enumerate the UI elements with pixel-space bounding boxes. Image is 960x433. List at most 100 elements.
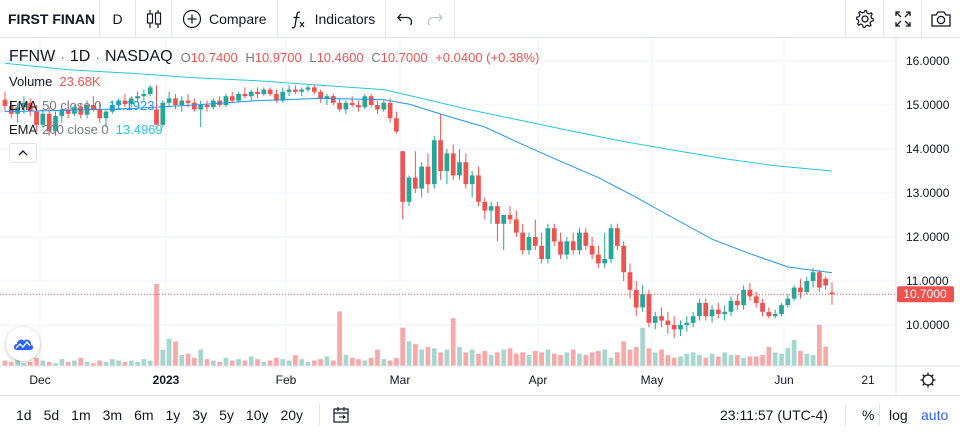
interval-button[interactable]: D: [100, 0, 136, 38]
volume-bar: [602, 349, 608, 366]
volume-bar: [621, 341, 627, 366]
low-value: 10.4600: [316, 49, 364, 65]
range-6m[interactable]: 6m: [134, 406, 154, 423]
close-value: 10.7000: [380, 49, 428, 65]
candle-body: [709, 309, 715, 317]
candle-body: [305, 87, 311, 90]
candle-body: [431, 140, 437, 185]
screenshot-button[interactable]: [921, 0, 959, 38]
range-1y[interactable]: 1y: [165, 406, 181, 423]
bottom-toolbar: 1d 5d 1m 3m 6m 1y 3y 5y 10y 20y 23:11:57 (UTC-4) …: [0, 395, 960, 433]
chart-type-button[interactable]: [136, 0, 172, 38]
volume-bar: [72, 360, 77, 366]
volume-bar: [255, 359, 260, 366]
volume-bar: [659, 349, 664, 366]
volume-bar: [747, 356, 753, 366]
volume-label: Volume: [9, 73, 53, 89]
axis-settings-button[interactable]: [920, 372, 936, 388]
symbol-search[interactable]: FIRST FINAN: [0, 0, 100, 38]
volume-bar: [501, 349, 507, 366]
ema200-legend-row[interactable]: EMA 200 close 0 13.4969: [9, 117, 539, 141]
top-toolbar: FIRST FINAN D Compare Indicators: [0, 0, 960, 38]
volume-bar: [109, 359, 115, 366]
candle-body: [147, 87, 153, 94]
volume-bar: [362, 360, 368, 366]
fullscreen-button[interactable]: [883, 0, 921, 38]
ema50-legend-row[interactable]: EMA 50 close 0 11.1923: [9, 93, 539, 117]
candle-body: [356, 105, 361, 108]
compare-button[interactable]: Compare: [172, 0, 278, 38]
range-3m[interactable]: 3m: [102, 406, 123, 423]
candle-body: [703, 303, 709, 317]
undo-button[interactable]: [386, 0, 420, 38]
clock[interactable]: 23:11:57 (UTC-4): [720, 407, 828, 423]
price-axis[interactable]: 16.0000 15.0000 14.0000 13.0000 12.0000 11.00…: [895, 38, 950, 395]
collapse-legend-button[interactable]: [9, 143, 37, 163]
candle-body: [116, 100, 122, 105]
volume-bar: [324, 356, 330, 366]
y-tick-label: 10.0000: [906, 318, 950, 332]
time-axis[interactable]: Dec 2023 Feb Mar Apr May Jun 21: [0, 365, 960, 395]
candle-body: [570, 241, 576, 251]
volume-bar: [65, 361, 71, 366]
volume-bar: [463, 352, 469, 366]
percent-toggle[interactable]: %: [862, 407, 875, 423]
date-range-button[interactable]: [326, 406, 356, 424]
grid: [0, 38, 896, 366]
last-price-label: 10.7000: [897, 286, 954, 303]
candle-body: [368, 96, 374, 105]
volume-bar: [173, 341, 178, 366]
volume-bar: [558, 355, 563, 366]
range-5y[interactable]: 5y: [219, 406, 234, 423]
volume-bar: [223, 357, 229, 366]
price-chart[interactable]: 16.0000 15.0000 14.0000 13.0000 12.0000 11.00…: [0, 38, 960, 395]
indicators-button[interactable]: Indicators: [278, 0, 387, 38]
volume-bar: [368, 357, 374, 366]
candle-body: [526, 237, 532, 251]
tradingview-logo[interactable]: [6, 327, 40, 361]
volume-bar: [785, 348, 791, 366]
volume-bar: [40, 360, 46, 366]
x-tick-label: May: [641, 373, 664, 387]
volume-bar: [166, 338, 172, 366]
range-10y[interactable]: 10y: [245, 406, 269, 423]
volume-bar: [577, 353, 582, 366]
range-1d[interactable]: 1d: [16, 406, 32, 423]
range-20y[interactable]: 20y: [280, 406, 304, 423]
volume-bar: [817, 325, 822, 366]
volume-bar: [261, 361, 267, 366]
auto-toggle[interactable]: auto: [921, 407, 949, 423]
volume-bar: [204, 359, 210, 366]
candle-body: [128, 98, 134, 105]
volume-legend-row[interactable]: Volume 23.68K: [9, 69, 539, 93]
volume-bar: [450, 318, 456, 366]
candle-body: [412, 177, 418, 189]
ema50-value: 11.1923: [108, 97, 155, 113]
chart-legend: FFNW · 1D · NASDAQ O10.7400 H10.9700 L10…: [9, 45, 539, 163]
volume-bars: [2, 284, 829, 366]
candle-body: [46, 113, 52, 132]
volume-bar: [526, 355, 532, 366]
symbol-legend-row[interactable]: FFNW · 1D · NASDAQ O10.7400 H10.9700 L10…: [9, 48, 540, 65]
range-3y[interactable]: 3y: [192, 406, 208, 423]
candle-body: [798, 287, 803, 292]
volume-bar: [280, 359, 286, 366]
volume-bar: [210, 360, 216, 366]
settings-button[interactable]: [845, 0, 883, 38]
volume-bar: [305, 361, 311, 366]
candle-body: [2, 99, 8, 106]
candle-body: [425, 166, 431, 185]
range-1m[interactable]: 1m: [71, 406, 91, 423]
volume-bar: [810, 355, 816, 366]
log-toggle[interactable]: log: [889, 407, 908, 423]
volume-bar: [286, 360, 292, 366]
volume-bar: [381, 359, 387, 366]
volume-bar: [78, 357, 84, 366]
candle-body: [690, 316, 696, 323]
candle-body: [646, 294, 652, 323]
redo-icon: [428, 13, 444, 25]
function-icon: [291, 10, 305, 28]
range-5d[interactable]: 5d: [43, 406, 60, 423]
volume-bar: [267, 360, 273, 366]
redo-button[interactable]: [420, 0, 456, 38]
